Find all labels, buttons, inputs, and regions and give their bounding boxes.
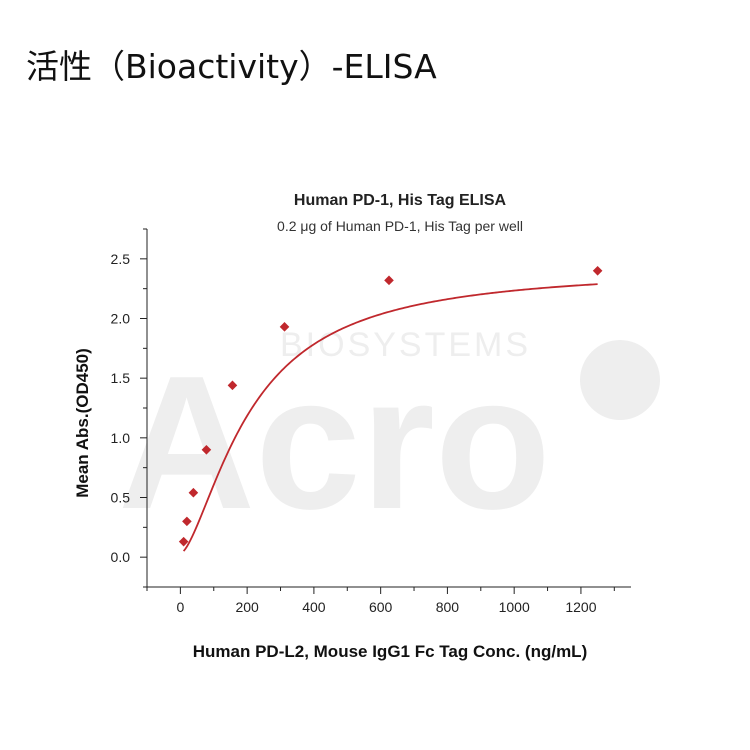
x-tick-label: 1000 <box>499 599 530 615</box>
chart-subtitle: 0.2 μg of Human PD-1, His Tag per well <box>277 218 523 234</box>
x-tick-label: 800 <box>436 599 460 615</box>
y-tick-label: 2.5 <box>111 251 131 267</box>
y-tick-label: 1.0 <box>111 430 131 446</box>
data-points <box>178 265 603 547</box>
axes: 0 200 400 600 800 1000 1200 0.0 0.5 1.0 1.5 2.0 2.5 <box>111 228 631 615</box>
data-point <box>227 380 238 391</box>
x-tick-label: 1200 <box>565 599 596 615</box>
fit-curve-layer <box>182 283 598 552</box>
data-point <box>182 516 192 527</box>
watermark-tagline: BIOSYSTEMS <box>280 326 531 364</box>
x-tick-label: 400 <box>302 599 326 615</box>
watermark-brand: Acro <box>118 337 551 549</box>
data-point <box>592 265 603 276</box>
chart-title: Human PD-1, His Tag ELISA <box>294 192 507 209</box>
x-axis-label: Human PD-L2, Mouse IgG1 Fc Tag Conc. (ng… <box>193 642 587 661</box>
data-point <box>279 322 290 332</box>
fit-curve <box>182 283 598 552</box>
data-point <box>201 444 212 455</box>
x-tick-label: 200 <box>235 599 259 615</box>
y-tick-label: 2.0 <box>111 311 131 327</box>
watermark-dot <box>580 340 660 420</box>
y-tick-label: 0.0 <box>111 549 131 565</box>
page-heading: 活性（Bioactivity）-ELISA <box>26 47 437 86</box>
data-point <box>188 487 199 498</box>
x-tick-label: 600 <box>369 599 393 615</box>
y-axis-label: Mean Abs.(OD450) <box>73 348 92 498</box>
x-tick-label: 0 <box>176 599 184 615</box>
y-tick-label: 0.5 <box>111 490 131 506</box>
y-tick-label: 1.5 <box>111 370 131 386</box>
data-point <box>384 275 394 286</box>
watermark: Acro BIOSYSTEMS <box>118 326 660 549</box>
data-point <box>178 536 189 547</box>
